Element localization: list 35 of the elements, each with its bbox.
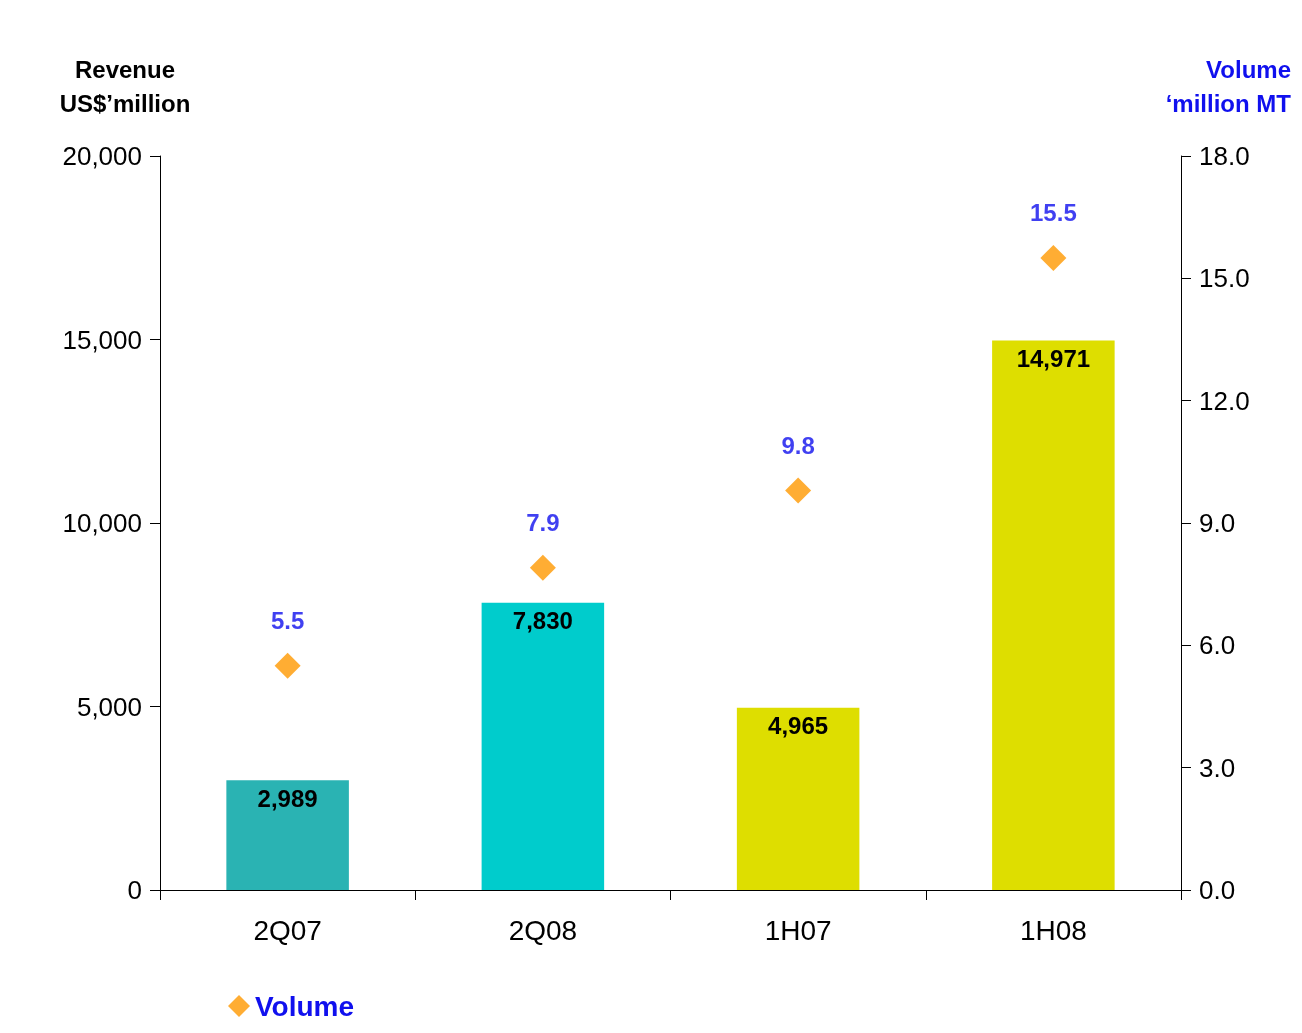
x-tick-label: 2Q07 [253,914,322,946]
y2-tick-label: 12.0 [1199,385,1250,416]
y-tick-label: 20,000 [62,141,142,171]
y2-tick-label: 9.0 [1199,508,1236,538]
legend-label: Volume [255,990,355,1022]
x-tick-label: 1H08 [1019,914,1087,946]
data-label: 4,965 [768,712,829,740]
bar [736,707,860,890]
y2-tick-label: 3.0 [1199,752,1236,783]
y-axis-title: Revenue US$’million [59,55,191,117]
y2-tick-label: 0.0 [1199,875,1236,905]
y-tick-label: 0 [127,875,142,905]
data-label: 15.5 [1030,199,1077,227]
y-tick-label: 5,000 [76,691,142,722]
y2-tick-label: 6.0 [1199,630,1236,661]
data-label: 5.5 [270,607,305,635]
data-label: 7,830 [512,607,573,635]
y2-axis-title: Volume ‘million MT [1165,55,1292,117]
y2-tick-label: 18.0 [1199,141,1250,171]
data-label: 2,989 [257,784,318,812]
data-label: 9.8 [781,431,815,459]
data-label: 7.9 [526,509,560,537]
point [1040,244,1067,271]
bar [226,780,349,890]
point [274,652,301,679]
bar [992,340,1115,890]
x-tick-label: 1H07 [764,914,832,946]
point [529,554,556,581]
point [785,477,812,504]
y-tick-label: 15,000 [62,324,142,355]
data-label: 14,971 [1016,345,1091,373]
y2-tick-label: 15.0 [1199,263,1250,294]
x-tick-label: 2Q08 [508,914,578,946]
bar [481,602,605,890]
y-tick-label: 10,000 [62,508,142,538]
